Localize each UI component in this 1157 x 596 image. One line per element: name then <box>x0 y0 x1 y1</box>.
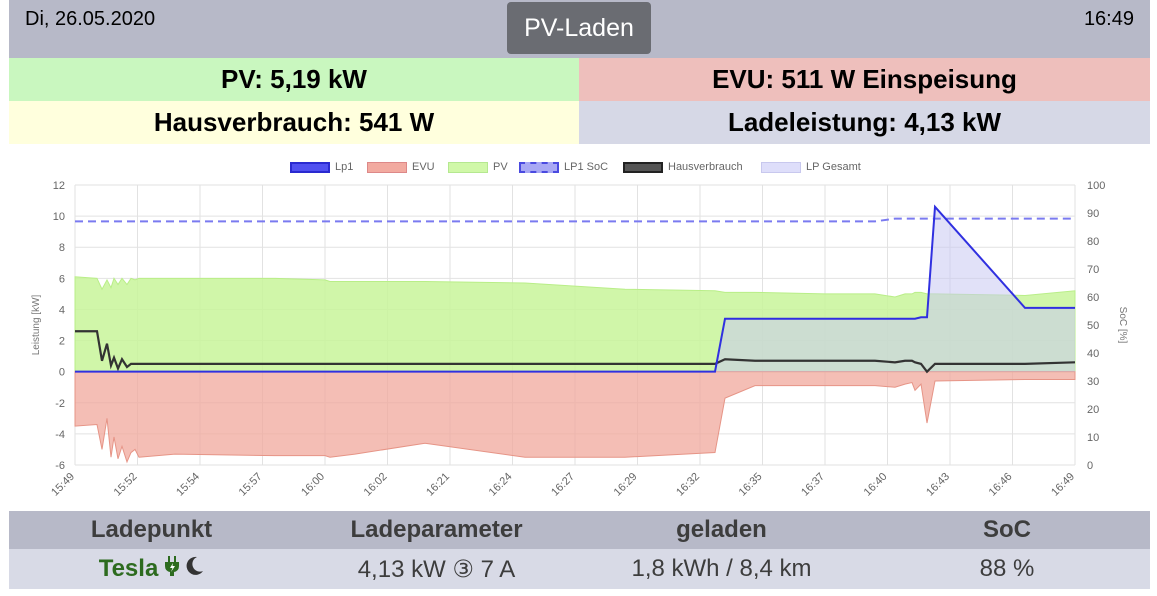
legend-swatch <box>519 161 559 173</box>
legend-house[interactable]: Hausverbrauch <box>623 161 743 173</box>
x-tick-label: 16:46 <box>987 471 1015 499</box>
x-tick-label: 16:02 <box>362 471 390 499</box>
series-lp1-line <box>75 204 1075 373</box>
y-tick-label-right: 100 <box>1087 180 1105 192</box>
y-axis-title-left: Leistung [kW] <box>31 294 42 355</box>
x-tick-label: 16:32 <box>674 471 702 499</box>
chargepoint-name: Tesla <box>98 555 159 582</box>
col-header-charged: geladen <box>676 516 767 543</box>
x-tick-label: 15:57 <box>237 471 265 499</box>
legend-label: Lp1 <box>335 161 354 173</box>
evu-power: EVU: 511 W Einspeisung <box>579 58 1150 101</box>
y-tick-label-left: 12 <box>53 180 65 192</box>
legend-swatch <box>623 161 663 173</box>
series-lp-total-area <box>75 206 1075 372</box>
y-tick-label-left: 4 <box>59 304 65 316</box>
y-tick-label-left: -2 <box>55 398 65 410</box>
x-tick-label: 16:29 <box>612 471 640 499</box>
y-tick-label-left: 2 <box>59 336 65 348</box>
x-tick-label: 16:27 <box>549 471 577 499</box>
y-tick-label-right: 0 <box>1087 460 1093 472</box>
x-tick-label: 16:24 <box>487 471 515 499</box>
legend-label: LP1 SoC <box>564 161 609 173</box>
legend-evu[interactable]: EVU <box>367 161 435 173</box>
col-header-chargepoint: Ladepunkt <box>90 516 213 543</box>
y-axis-title-right: SoC [%] <box>1117 307 1128 344</box>
legend-swatch <box>761 161 801 173</box>
time-display: 16:49 <box>1083 8 1134 30</box>
vehicle-soc: 88 % <box>979 555 1035 582</box>
chargepoint-table-header: Ladepunkt Ladeparameter geladen SoC <box>9 511 1150 549</box>
col-header-parameters: Ladeparameter <box>350 516 523 543</box>
chargepoint-cell[interactable]: Tesla <box>9 549 294 589</box>
x-tick-label: 15:54 <box>174 471 202 499</box>
plug-icon <box>164 555 180 584</box>
moon-icon <box>184 555 204 584</box>
date-display: Di, 26.05.2020 <box>25 8 156 30</box>
y-tick-label-left: -4 <box>55 429 65 441</box>
y-tick-label-left: 0 <box>59 367 65 379</box>
legend-lp1[interactable]: Lp1 <box>290 161 353 173</box>
x-tick-label: 16:40 <box>862 471 890 499</box>
y-tick-label-right: 20 <box>1087 404 1099 416</box>
pv-power: PV: 5,19 kW <box>9 58 579 101</box>
legend-swatch <box>367 161 407 173</box>
series-lp1-soc-line <box>75 217 1075 223</box>
x-tick-label: 16:49 <box>1049 471 1077 499</box>
legend-swatch <box>290 161 330 173</box>
y-tick-label-right: 70 <box>1087 264 1099 276</box>
y-tick-label-right: 30 <box>1087 376 1099 388</box>
x-tick-label: 16:21 <box>424 471 452 499</box>
chargepoint-row[interactable]: Tesla 4,13 kW ③ 7 A 1,8 kWh / 8,4 km 88 … <box>9 549 1150 589</box>
y-tick-label-right: 90 <box>1087 208 1099 220</box>
legend-pv[interactable]: PV <box>448 161 508 173</box>
x-tick-label: 15:52 <box>112 471 140 499</box>
y-tick-label-right: 40 <box>1087 348 1099 360</box>
charge-parameters: 4,13 kW ③ 7 A <box>357 555 516 583</box>
col-header-soc: SoC <box>983 516 1031 543</box>
y-tick-label-left: 8 <box>59 242 65 254</box>
legend-lp-total[interactable]: LP Gesamt <box>761 161 861 173</box>
y-tick-label-left: -6 <box>55 460 65 472</box>
x-tick-label: 15:49 <box>49 471 77 499</box>
y-tick-label-right: 60 <box>1087 292 1099 304</box>
y-tick-label-right: 10 <box>1087 432 1099 444</box>
x-tick-label: 16:43 <box>924 471 952 499</box>
series-evu-area <box>74 371 1076 464</box>
x-tick-label: 16:35 <box>737 471 765 499</box>
legend-label: LP Gesamt <box>806 161 861 173</box>
x-tick-label: 16:00 <box>299 471 327 499</box>
charging-power: Ladeleistung: 4,13 kW <box>579 101 1150 144</box>
y-tick-label-left: 10 <box>53 211 65 223</box>
legend-label: EVU <box>412 161 435 173</box>
legend-lp1-soc[interactable]: LP1 SoC <box>519 161 608 173</box>
y-tick-label-right: 50 <box>1087 320 1099 332</box>
y-tick-label-right: 80 <box>1087 236 1099 248</box>
legend-label: PV <box>493 161 508 173</box>
legend-swatch <box>448 161 488 173</box>
charged-energy: 1,8 kWh / 8,4 km <box>631 555 812 582</box>
power-chart: 121086420-2-4-6100908070605040302010015:… <box>31 180 1128 499</box>
x-tick-label: 16:37 <box>799 471 827 499</box>
legend-label: Hausverbrauch <box>668 161 743 173</box>
house-consumption: Hausverbrauch: 541 W <box>9 101 579 144</box>
charge-mode-button[interactable]: PV-Laden <box>507 2 651 54</box>
y-tick-label-left: 6 <box>59 273 65 285</box>
header-bar: Di, 26.05.2020 PV-Laden 16:49 <box>9 0 1150 58</box>
series-house-line <box>75 330 1076 374</box>
